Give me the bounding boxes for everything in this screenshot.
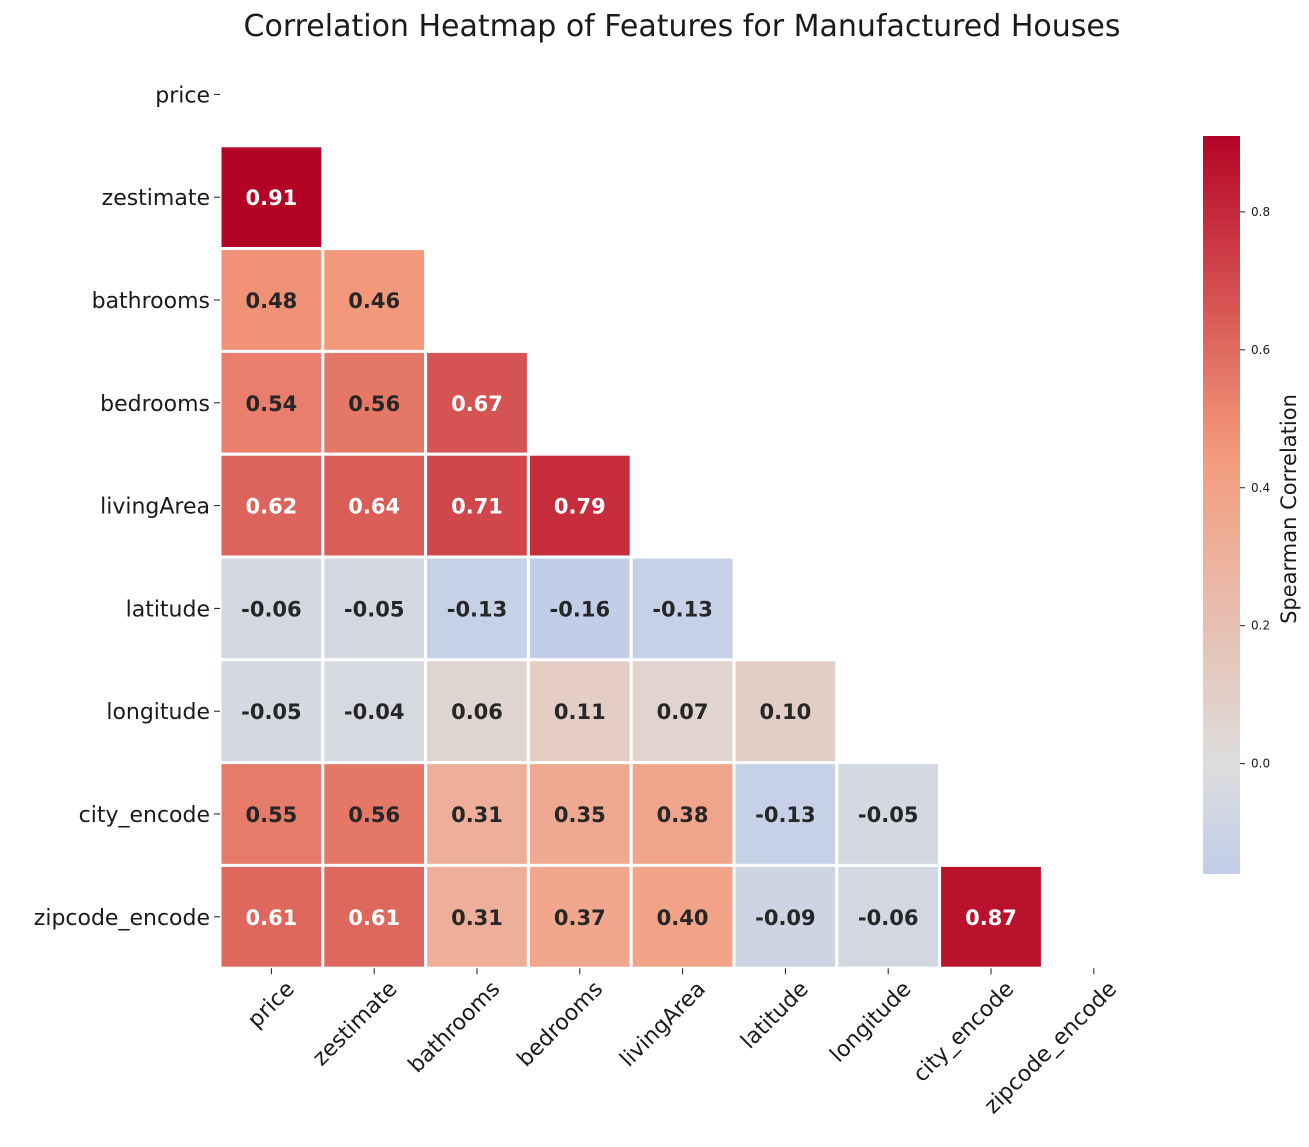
- cell-value-label: 0.62: [245, 495, 297, 519]
- cell-value-label: 0.35: [554, 803, 606, 827]
- cell-value-label: -0.05: [241, 700, 302, 724]
- heatmap-cell-city_encode-zestimate: [321, 761, 428, 867]
- cell-value-label: 0.31: [451, 906, 503, 930]
- colorbar-ticks: 0.0 0.2 0.4 0.6 0.8: [1240, 205, 1270, 771]
- heatmap-cell-longitude-latitude: [732, 658, 839, 765]
- y-axis-tick-labels: price zestimate bathrooms bedrooms livingAre…: [34, 83, 220, 931]
- cell-value-label: 0.67: [451, 392, 503, 416]
- y-tick-label-zipcode_encode: zipcode_encode: [34, 906, 210, 931]
- heatmap-cell-city_encode-latitude: [732, 761, 839, 867]
- colorbar-label: Spearman Correlation: [1277, 394, 1301, 624]
- x-tick-label-bathrooms: bathrooms: [404, 977, 505, 1078]
- cell-value-label: -0.09: [755, 906, 816, 930]
- cell-value-label: 0.61: [348, 906, 400, 930]
- cell-value-label: 0.55: [245, 803, 297, 827]
- y-tick-label-latitude: latitude: [126, 597, 210, 622]
- heatmap-cell-latitude-bedrooms: [526, 555, 633, 662]
- heatmap-cell-zipcode_encode-bathrooms: [424, 863, 530, 970]
- heatmap-cell-bathrooms-price: [218, 247, 325, 353]
- x-tick-label-longitude: longitude: [825, 977, 916, 1068]
- colorbar-tick-label: 0.0: [1251, 757, 1270, 771]
- y-tick-label-bedrooms: bedrooms: [100, 392, 210, 417]
- cell-value-label: 0.38: [657, 803, 709, 827]
- colorbar-tick-label: 0.2: [1251, 619, 1270, 633]
- cell-value-label: 0.48: [245, 289, 297, 313]
- heatmap-cell-zipcode_encode-city_encode: [938, 863, 1044, 970]
- y-tick-label-livingArea: livingArea: [100, 495, 210, 520]
- cell-value-label: -0.05: [344, 597, 405, 621]
- cell-value-label: 0.79: [554, 495, 606, 519]
- y-tick-label-price: price: [155, 83, 210, 108]
- colorbar-tick-label: 0.8: [1251, 205, 1270, 219]
- cell-value-label: 0.11: [554, 700, 606, 724]
- heatmap-cell-bedrooms-bathrooms: [424, 349, 530, 456]
- cell-value-label: 0.07: [657, 700, 709, 724]
- heatmap-cell-longitude-livingArea: [629, 658, 736, 765]
- y-tick-label-bathrooms: bathrooms: [92, 289, 210, 314]
- cell-value-label: -0.13: [755, 803, 816, 827]
- cell-value-label: 0.31: [451, 803, 503, 827]
- colorbar-tick-label: 0.6: [1251, 343, 1270, 357]
- heatmap-cell-longitude-bathrooms: [424, 658, 530, 765]
- y-tick-label-zestimate: zestimate: [102, 186, 210, 211]
- cell-value-label: 0.06: [451, 700, 503, 724]
- cell-value-label: 0.46: [348, 289, 400, 313]
- cell-value-label: 0.64: [348, 495, 400, 519]
- cell-value-label: -0.06: [241, 597, 302, 621]
- heatmap-cell-zipcode_encode-price: [218, 863, 325, 970]
- cell-value-label: -0.13: [652, 597, 713, 621]
- cell-value-label: 0.10: [759, 700, 811, 724]
- cell-value-label: 0.91: [245, 186, 297, 210]
- cell-value-label: -0.04: [344, 700, 405, 724]
- cell-value-label: 0.40: [657, 906, 709, 930]
- x-tick-label-livingArea: livingArea: [615, 977, 710, 1072]
- x-tick-label-city_encode: city_encode: [909, 977, 1020, 1088]
- cell-value-label: -0.13: [447, 597, 508, 621]
- chart-title: Correlation Heatmap of Features for Manu…: [244, 9, 1121, 44]
- cell-value-label: 0.54: [245, 392, 297, 416]
- heatmap-cells: 0.91 0.48 0.46 0.54 0.56 0.67 0.62 0.64 0.71 0.79…: [218, 144, 1044, 970]
- heatmap-cell-livingArea-bedrooms: [526, 452, 633, 559]
- cell-value-label: 0.56: [348, 803, 400, 827]
- cell-value-label: 0.71: [451, 495, 503, 519]
- heatmap-cell-livingArea-zestimate: [321, 452, 428, 559]
- cell-value-label: -0.05: [858, 803, 919, 827]
- x-axis-tick-labels: price zestimate bathrooms bedrooms livingAre…: [243, 968, 1122, 1119]
- colorbar: 0.0 0.2 0.4 0.6 0.8 Spearman Correlation: [1203, 136, 1301, 874]
- cell-value-label: 0.37: [554, 906, 606, 930]
- x-tick-label-bedrooms: bedrooms: [513, 977, 608, 1072]
- heatmap-cell-longitude-zestimate: [321, 658, 428, 765]
- heatmap-cell-city_encode-price: [218, 761, 325, 867]
- colorbar-tick-label: 0.4: [1251, 481, 1270, 495]
- x-tick-label-latitude: latitude: [736, 977, 813, 1054]
- cell-value-label: -0.16: [550, 597, 611, 621]
- x-tick-label-price: price: [243, 977, 299, 1033]
- y-tick-label-city_encode: city_encode: [79, 803, 210, 828]
- y-tick-label-longitude: longitude: [106, 700, 210, 725]
- cell-value-label: 0.56: [348, 392, 400, 416]
- colorbar-gradient: [1203, 136, 1240, 874]
- cell-value-label: -0.06: [858, 906, 919, 930]
- cell-value-label: 0.61: [245, 906, 297, 930]
- heatmap-cell-longitude-bedrooms: [526, 658, 633, 765]
- heatmap-cell-latitude-zestimate: [321, 555, 428, 662]
- x-tick-label-zestimate: zestimate: [308, 977, 402, 1071]
- cell-value-label: 0.87: [965, 906, 1017, 930]
